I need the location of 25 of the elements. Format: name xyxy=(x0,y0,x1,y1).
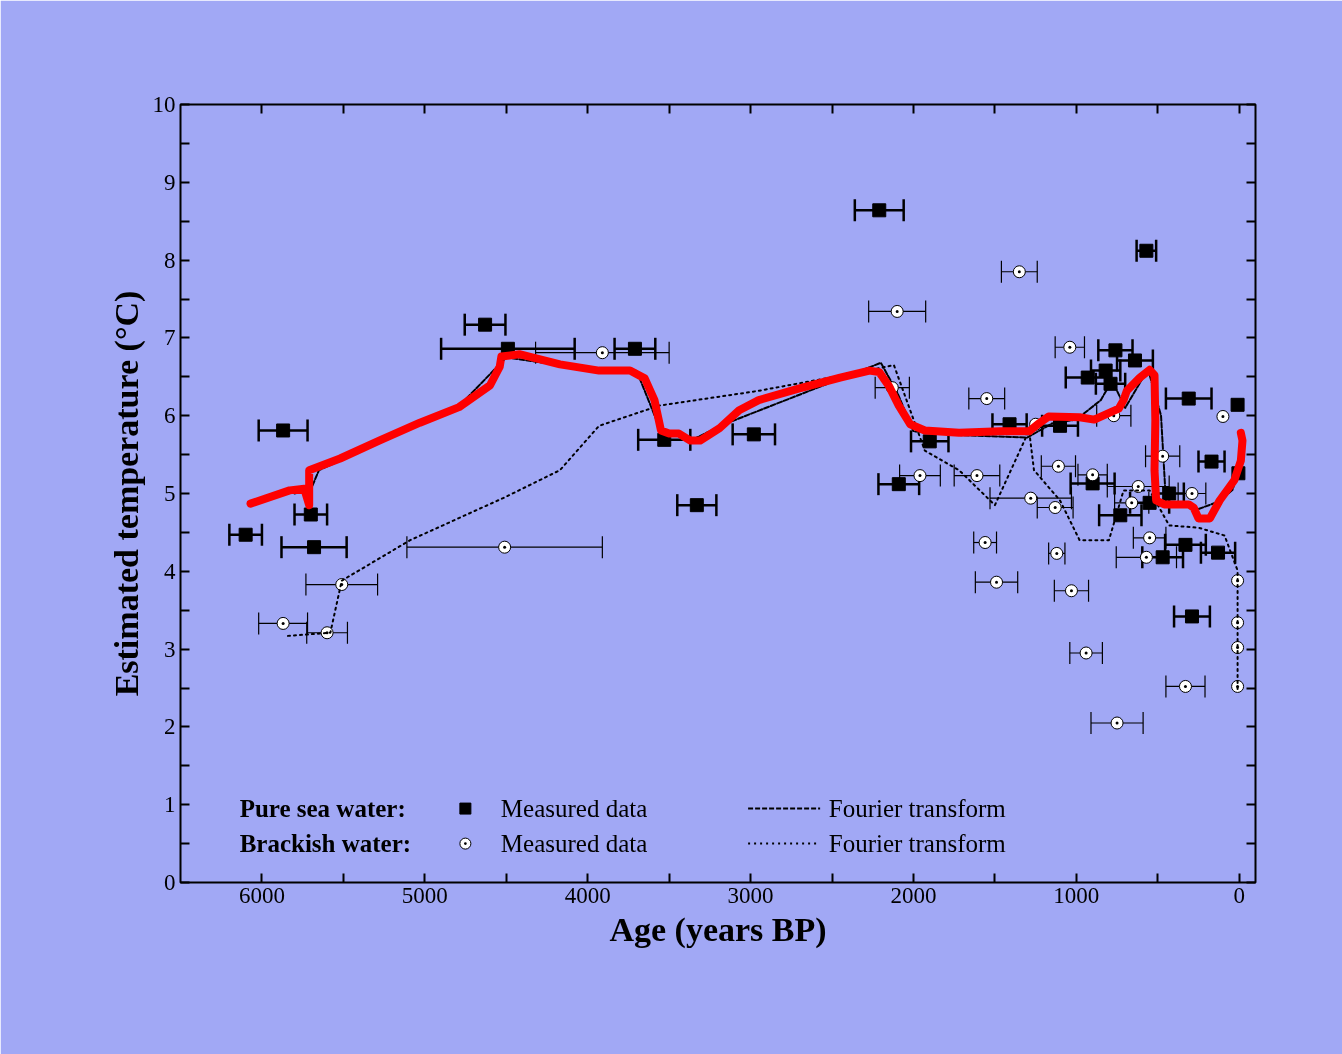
y-tick-label: 7 xyxy=(164,325,176,351)
y-tick-label: 5 xyxy=(164,481,176,506)
x-tick-label: 6000 xyxy=(238,882,285,908)
y-tick-label: 10 xyxy=(152,92,176,117)
y-tick-label: 8 xyxy=(164,247,176,273)
y-tick-label: 9 xyxy=(164,169,176,195)
annotation: Brackish water: xyxy=(239,830,412,858)
x-tick-label: 1000 xyxy=(1053,882,1100,908)
x-axis-title: Age (years BP) xyxy=(609,910,827,949)
legend-label: Measured data xyxy=(500,830,648,858)
y-tick-label: 4 xyxy=(164,558,176,584)
legend-label: Fourier transform xyxy=(828,795,1007,823)
y-tick-label: 3 xyxy=(164,636,176,662)
x-tick-label: 4000 xyxy=(564,882,611,908)
annotation: Pure sea water: xyxy=(239,795,406,823)
x-tick-label: 5000 xyxy=(401,882,448,908)
y-tick-label: 6 xyxy=(164,403,176,429)
x-tick-label: 3000 xyxy=(727,882,774,908)
x-tick-label: 2000 xyxy=(890,882,937,908)
legend-label: Measured data xyxy=(500,795,648,823)
y-axis-title: Estimated temperature (°C) xyxy=(107,290,146,697)
legend-label: Fourier transform xyxy=(828,830,1007,858)
y-tick-label: 2 xyxy=(164,714,176,740)
y-tick-label: 1 xyxy=(164,792,176,818)
x-tick-label: 0 xyxy=(1233,882,1245,908)
